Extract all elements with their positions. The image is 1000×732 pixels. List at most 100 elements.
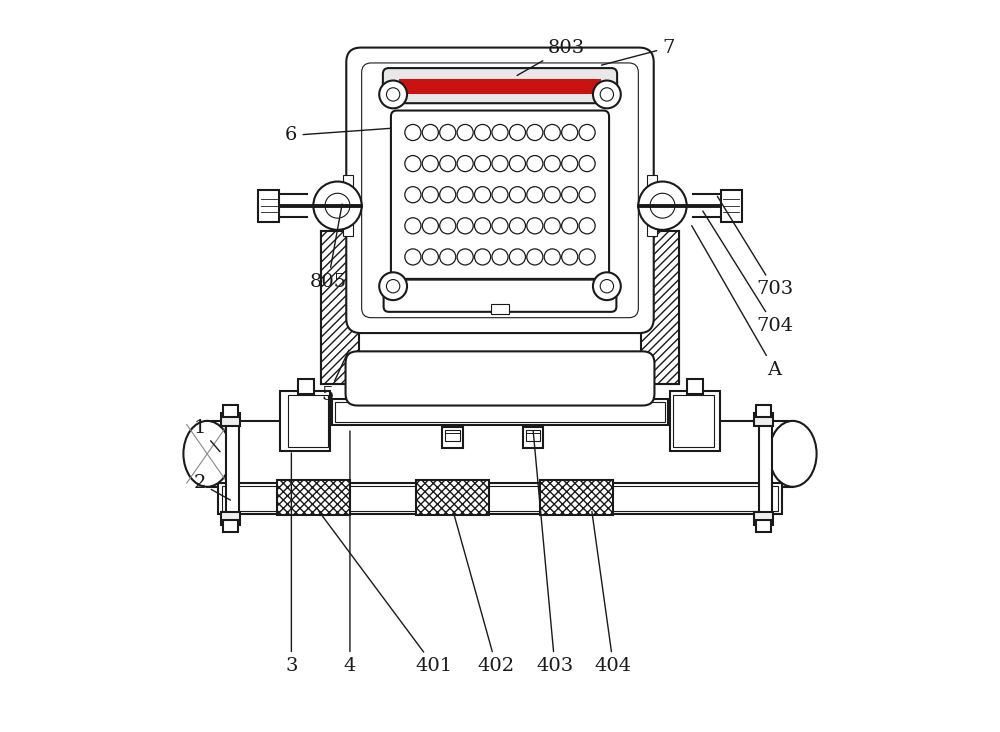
Ellipse shape xyxy=(769,421,817,487)
Text: A: A xyxy=(692,225,782,378)
Circle shape xyxy=(440,218,456,234)
Bar xyxy=(416,480,489,515)
Bar xyxy=(754,512,773,525)
Bar xyxy=(526,430,540,441)
Circle shape xyxy=(509,155,525,172)
Circle shape xyxy=(475,249,491,265)
Circle shape xyxy=(492,155,508,172)
Bar xyxy=(218,483,782,514)
Text: 7: 7 xyxy=(602,39,675,65)
Text: 3: 3 xyxy=(285,453,298,675)
Circle shape xyxy=(562,249,578,265)
Circle shape xyxy=(475,124,491,141)
Bar xyxy=(399,79,601,94)
Text: 704: 704 xyxy=(703,211,793,335)
Circle shape xyxy=(527,155,543,172)
Circle shape xyxy=(405,249,421,265)
Bar xyxy=(221,413,240,426)
Bar xyxy=(491,304,509,314)
Text: 402: 402 xyxy=(453,512,515,675)
Circle shape xyxy=(579,124,595,141)
FancyBboxPatch shape xyxy=(346,351,654,406)
Text: 5: 5 xyxy=(322,350,349,404)
Circle shape xyxy=(475,187,491,203)
Circle shape xyxy=(405,187,421,203)
Bar xyxy=(280,391,330,451)
Circle shape xyxy=(562,218,578,234)
Circle shape xyxy=(386,88,400,101)
Circle shape xyxy=(457,187,473,203)
Circle shape xyxy=(492,124,508,141)
Circle shape xyxy=(422,155,438,172)
Circle shape xyxy=(562,124,578,141)
Text: 4: 4 xyxy=(344,431,356,675)
Circle shape xyxy=(475,218,491,234)
Circle shape xyxy=(509,187,525,203)
Circle shape xyxy=(527,249,543,265)
Bar xyxy=(445,430,460,441)
Circle shape xyxy=(509,124,525,141)
Text: 401: 401 xyxy=(319,511,453,675)
Bar xyxy=(442,427,463,448)
Bar xyxy=(641,231,679,384)
Circle shape xyxy=(544,124,560,141)
Circle shape xyxy=(492,249,508,265)
Bar xyxy=(277,480,350,515)
FancyBboxPatch shape xyxy=(391,111,609,279)
Circle shape xyxy=(544,155,560,172)
Text: 803: 803 xyxy=(517,39,585,75)
Circle shape xyxy=(457,124,473,141)
Circle shape xyxy=(405,124,421,141)
Bar xyxy=(721,190,742,222)
Circle shape xyxy=(593,272,621,300)
Circle shape xyxy=(527,218,543,234)
Circle shape xyxy=(544,187,560,203)
Circle shape xyxy=(527,124,543,141)
Bar xyxy=(321,231,359,384)
Circle shape xyxy=(440,249,456,265)
Circle shape xyxy=(600,280,614,293)
Circle shape xyxy=(579,249,595,265)
Circle shape xyxy=(579,187,595,203)
Circle shape xyxy=(579,155,595,172)
Bar xyxy=(756,520,771,532)
Circle shape xyxy=(379,81,407,108)
Circle shape xyxy=(440,187,456,203)
Bar xyxy=(756,405,771,417)
Bar xyxy=(223,405,238,417)
Circle shape xyxy=(527,187,543,203)
Bar xyxy=(321,231,679,384)
Bar xyxy=(332,399,668,425)
Bar xyxy=(540,480,613,515)
Circle shape xyxy=(440,124,456,141)
Circle shape xyxy=(457,249,473,265)
Text: 6: 6 xyxy=(285,127,391,144)
Text: 1: 1 xyxy=(194,419,220,452)
Bar xyxy=(221,512,240,525)
Bar xyxy=(673,395,714,447)
Circle shape xyxy=(492,218,508,234)
Bar xyxy=(222,486,778,511)
Circle shape xyxy=(405,218,421,234)
Bar xyxy=(754,413,773,426)
Circle shape xyxy=(422,218,438,234)
Circle shape xyxy=(386,280,400,293)
Circle shape xyxy=(562,187,578,203)
Text: 805: 805 xyxy=(309,204,347,291)
FancyBboxPatch shape xyxy=(346,48,654,333)
Circle shape xyxy=(509,218,525,234)
Circle shape xyxy=(405,155,421,172)
Circle shape xyxy=(422,249,438,265)
Circle shape xyxy=(650,193,675,218)
Bar xyxy=(343,175,353,236)
Bar xyxy=(335,402,665,422)
Circle shape xyxy=(593,81,621,108)
Text: 703: 703 xyxy=(717,196,793,298)
Bar xyxy=(687,379,703,394)
Circle shape xyxy=(325,193,350,218)
Text: 2: 2 xyxy=(194,474,230,500)
Circle shape xyxy=(562,155,578,172)
Circle shape xyxy=(422,124,438,141)
Bar xyxy=(226,415,239,514)
Bar xyxy=(258,190,279,222)
